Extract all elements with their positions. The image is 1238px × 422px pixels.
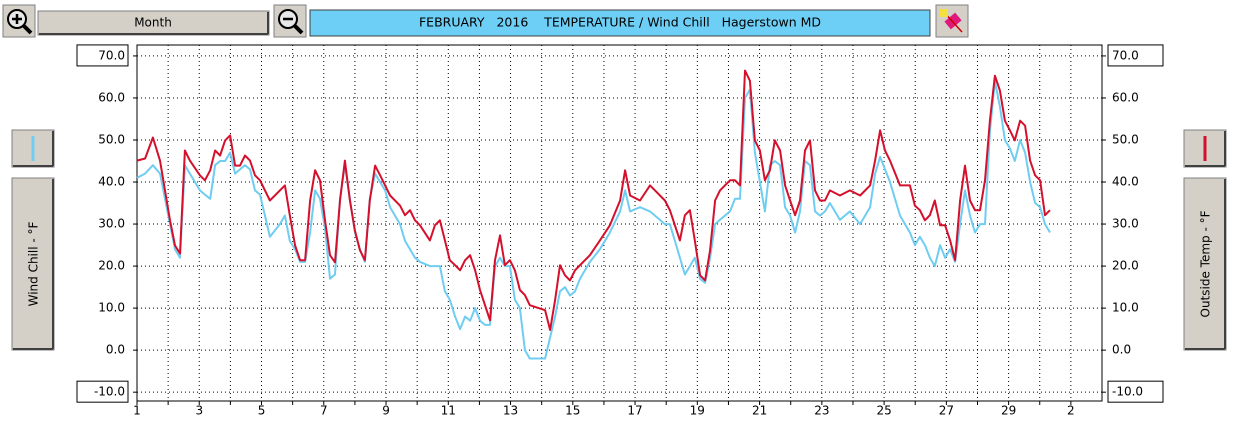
chart-title: FEBRUARY 2016 TEMPERATURE / Wind Chill H… [419,15,821,30]
zoom-out-button[interactable] [273,4,307,38]
x-tick-label: 9 [382,404,390,418]
y-tick-label: 60.0 [98,90,125,104]
y2-tick-box [1107,44,1164,67]
color-tool-button[interactable] [935,4,969,38]
x-tick-label: 23 [814,404,829,418]
y-tick-label: 40.0 [98,175,125,189]
y-tick-label: 30.0 [98,217,125,231]
y-tick-box [76,380,129,403]
x-tick-label: 15 [565,404,580,418]
period-label: Month [134,16,172,30]
y2-tick-label: 50.0 [1112,132,1139,146]
x-tick-label: 29 [1001,404,1016,418]
y2-tick-label: 40.0 [1112,175,1139,189]
series-line [136,69,1051,331]
x-tick-label: 25 [876,404,891,418]
left-axis-button[interactable]: Wind Chill - °F [11,177,55,351]
y-tick-label: -10.0 [94,385,125,399]
y2-tick-box [1107,380,1164,403]
plot-frame [136,44,1103,402]
y2-tick-label: -10.0 [1112,385,1143,399]
zoom-in-button[interactable] [2,4,36,38]
title-box [309,9,931,37]
x-tick-label: 27 [939,404,954,418]
x-tick-label: 5 [258,404,266,418]
y-tick-label: 20.0 [98,259,125,273]
series-line [136,80,1051,360]
x-tick-label: 17 [627,404,642,418]
x-tick-label: 13 [503,404,518,418]
x-tick-label: 11 [441,404,456,418]
x-tick-label: 1 [133,404,141,418]
y-tick-label: 0.0 [106,343,125,357]
y2-tick-label: 10.0 [1112,301,1139,315]
x-tick-label: 21 [752,404,767,418]
y-axis-label: Wind Chill - °F [27,221,41,306]
y2-tick-label: 60.0 [1112,90,1139,104]
x-tick-label: 2 [1067,404,1075,418]
right-axis-button[interactable]: Outside Temp - °F [1183,177,1227,351]
x-tick-label: 7 [320,404,328,418]
x-tick-label: 3 [195,404,203,418]
period-button[interactable]: Month [37,10,270,36]
y-tick-label: 10.0 [98,301,125,315]
y-tick-label: 50.0 [98,132,125,146]
y2-tick-label: 30.0 [1112,217,1139,231]
y2-axis-label: Outside Temp - °F [1199,210,1213,317]
y2-tick-label: 20.0 [1112,259,1139,273]
y-tick-box [76,44,129,67]
y2-tick-label: 0.0 [1112,343,1131,357]
x-tick-label: 19 [690,404,705,418]
y2-tick-label: 70.0 [1112,48,1139,62]
y-tick-label: 70.0 [98,48,125,62]
